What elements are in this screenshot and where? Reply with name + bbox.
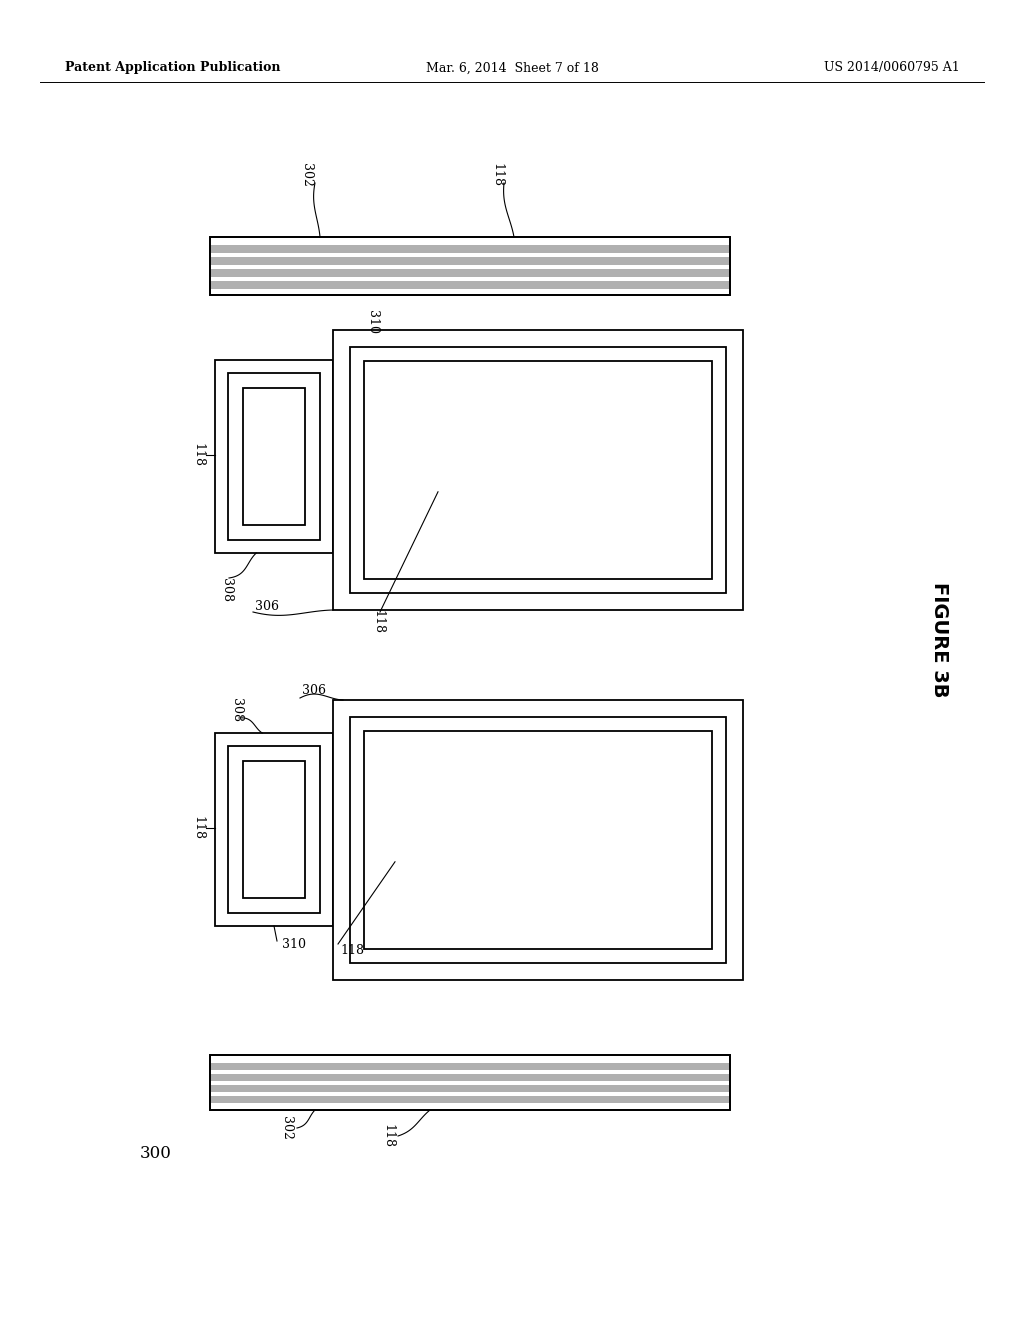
- Text: 118: 118: [372, 610, 384, 634]
- Bar: [211, 1085, 729, 1092]
- Bar: [350, 347, 726, 593]
- Text: 118: 118: [340, 944, 364, 957]
- Bar: [350, 717, 726, 964]
- Bar: [211, 1096, 729, 1104]
- Bar: [211, 269, 729, 277]
- Bar: [210, 238, 730, 294]
- Bar: [211, 246, 729, 253]
- Bar: [210, 1055, 730, 1110]
- Bar: [211, 1063, 729, 1071]
- Bar: [243, 388, 305, 525]
- Text: 306: 306: [302, 684, 326, 697]
- Text: 306: 306: [255, 601, 279, 614]
- Text: 302: 302: [300, 164, 313, 187]
- Bar: [211, 257, 729, 265]
- Text: 310: 310: [367, 310, 380, 334]
- Bar: [228, 746, 319, 913]
- Bar: [210, 1055, 730, 1110]
- Text: 310: 310: [282, 939, 306, 952]
- Bar: [211, 1074, 729, 1081]
- Bar: [333, 330, 743, 610]
- Text: 118: 118: [490, 162, 504, 187]
- Bar: [333, 700, 743, 979]
- Text: 308: 308: [230, 698, 244, 722]
- Text: FIGURE 3B: FIGURE 3B: [931, 582, 949, 698]
- Bar: [243, 762, 305, 898]
- Text: US 2014/0060795 A1: US 2014/0060795 A1: [824, 62, 961, 74]
- Bar: [364, 360, 712, 579]
- Bar: [211, 281, 729, 289]
- Text: Mar. 6, 2014  Sheet 7 of 18: Mar. 6, 2014 Sheet 7 of 18: [426, 62, 598, 74]
- Text: 118: 118: [191, 444, 205, 467]
- Text: 308: 308: [220, 578, 233, 602]
- Bar: [364, 731, 712, 949]
- Text: 118: 118: [382, 1125, 394, 1148]
- Bar: [215, 733, 333, 927]
- Bar: [210, 238, 730, 294]
- Bar: [228, 374, 319, 540]
- Bar: [215, 360, 333, 553]
- Text: 300: 300: [140, 1144, 172, 1162]
- Text: 302: 302: [281, 1117, 294, 1140]
- Text: 118: 118: [191, 816, 205, 840]
- Text: Patent Application Publication: Patent Application Publication: [65, 62, 281, 74]
